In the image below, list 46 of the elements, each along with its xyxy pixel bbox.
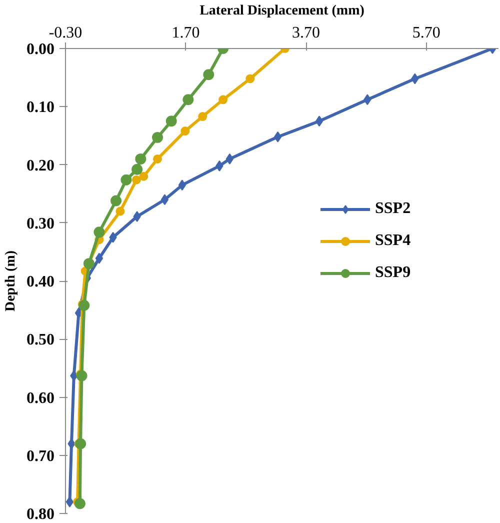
point [178,180,186,191]
point [198,112,208,121]
x-axis-title: Lateral Displacement (mm) [200,4,365,18]
y-tick-label: 0.80 [26,506,54,523]
point [75,438,86,450]
y-axis-title: Depth (m) [4,250,18,312]
point [153,154,162,164]
point [315,116,324,127]
legend-label: SSP9 [375,264,411,282]
point [226,153,234,164]
point [139,172,148,181]
point [274,131,282,142]
point [83,258,94,270]
point [135,153,146,164]
point [203,69,214,80]
point [95,252,104,264]
point [74,498,86,510]
y-tick-label: 0.70 [26,448,54,465]
point [218,95,228,104]
point [116,206,125,216]
point [152,132,164,143]
point [132,175,141,184]
point [94,226,105,238]
point [110,195,122,206]
y-tick-label: 0.00 [26,41,54,58]
point [132,164,143,175]
y-tick-label: 0.40 [26,274,54,290]
legend-label: SSP4 [375,232,411,250]
y-tick-label: 0.50 [26,332,54,349]
point [76,370,88,382]
x-tick-label: -0.30 [48,24,82,42]
y-tick-label: 0.10 [26,99,54,116]
point [182,94,194,106]
point [120,174,132,186]
y-tick-label: 0.20 [26,157,54,174]
x-tick-label: 1.70 [172,24,200,42]
y-tick-label: 0.60 [26,390,54,407]
point [160,194,169,206]
x-tick-label: 3.70 [292,24,320,42]
y-tick-label: 0.30 [26,215,54,232]
x-tick-label: 5.70 [412,24,440,42]
point [246,74,255,84]
point [78,300,90,311]
point [166,116,177,127]
point [180,126,190,136]
legend-label: SSP2 [375,200,411,218]
